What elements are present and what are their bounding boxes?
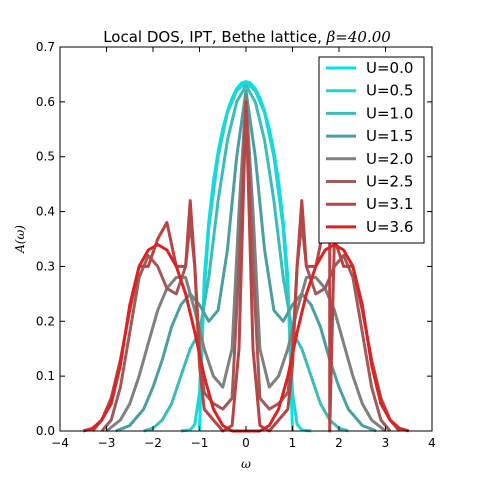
y-tick-label: 0.2 [36, 314, 55, 328]
x-ticks: −4 −3 −2 −1 0 1 2 3 4 [51, 47, 436, 450]
legend: U=0.0 U=0.5 U=1.0 U=1.5 U=2.0 U=2.5 U=3.1 U=3.6 [318, 56, 425, 244]
x-tick-label: 4 [428, 436, 436, 450]
series-layer [82, 80, 410, 433]
y-ticks: 0.0 0.1 0.2 0.3 0.4 0.5 0.6 0.7 [36, 40, 432, 438]
y-axis-label: A(ω) [13, 225, 27, 254]
y-tick-label: 0.7 [36, 40, 55, 54]
x-tick-label: 3 [382, 436, 390, 450]
chart-title-math: β=40.00 [326, 28, 392, 46]
x-tick-label: 0 [242, 436, 250, 450]
y-tick-label: 0.3 [36, 259, 55, 273]
x-tick-label: 1 [289, 436, 297, 450]
y-tick-label: 0.4 [36, 205, 55, 219]
legend-label: U=3.1 [366, 195, 413, 213]
legend-label: U=1.5 [366, 127, 413, 145]
series-line-u-3-1 [91, 100, 401, 433]
x-tick-label: −1 [191, 436, 209, 450]
legend-label: U=2.0 [366, 150, 413, 168]
chart-title-text: Local DOS, IPT, Bethe lattice, [103, 28, 326, 46]
y-tick-label: 0.5 [36, 150, 55, 164]
legend-label: U=0.5 [366, 82, 413, 100]
series-line-u-2-0 [105, 94, 387, 433]
legend-label: U=2.5 [366, 173, 413, 191]
series-line-u-0-5 [180, 81, 312, 433]
x-tick-label: −2 [144, 436, 162, 450]
series-line-u-1-5 [115, 89, 377, 433]
x-tick-label: −3 [98, 436, 116, 450]
legend-label: U=0.0 [366, 59, 413, 77]
x-tick-label: −4 [51, 436, 69, 450]
x-tick-label: 2 [335, 436, 343, 450]
x-axis-label: ω [241, 457, 251, 471]
y-tick-label: 0.6 [36, 95, 55, 109]
legend-label: U=3.6 [366, 218, 413, 236]
legend-label: U=1.0 [366, 104, 413, 122]
chart-title: Local DOS, IPT, Bethe lattice, β=40.00 [103, 28, 391, 46]
y-tick-label: 0.1 [36, 369, 55, 383]
plot-area [59, 46, 433, 433]
series-line-u-1-0 [143, 83, 349, 433]
y-tick-label: 0.0 [36, 424, 55, 438]
legend-box [318, 56, 425, 244]
